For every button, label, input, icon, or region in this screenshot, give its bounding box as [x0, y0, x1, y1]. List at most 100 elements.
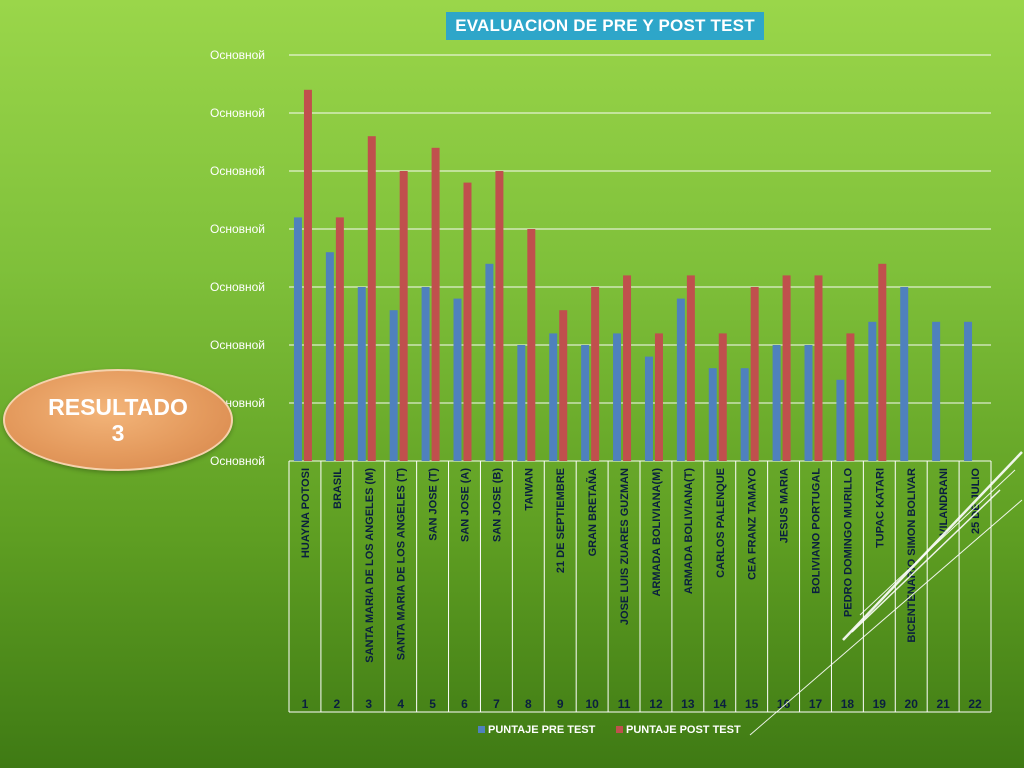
bar-pre-test [581, 345, 590, 461]
result-badge-line2: 3 [111, 420, 125, 446]
category-number: 9 [557, 697, 564, 711]
bar-pre-test [453, 298, 462, 461]
bar-pre-test [549, 333, 558, 461]
bar-post-test [559, 310, 568, 461]
bar-pre-test [613, 333, 622, 461]
decorative-line [851, 489, 1001, 633]
decorative-line [859, 469, 1016, 616]
bar-post-test [367, 136, 376, 461]
bar-post-test [431, 147, 440, 462]
category-label: ARMADA BOLIVIANA(T) [683, 468, 695, 594]
category-number: 20 [905, 697, 919, 711]
chart-title: EVALUACION DE PRE Y POST TEST [446, 12, 764, 40]
category-number: 3 [365, 697, 372, 711]
bar-pre-test [740, 368, 749, 461]
bar-post-test [591, 287, 600, 461]
bar-pre-test [485, 263, 494, 461]
category-label: BOLIVIANO PORTUGAL [811, 468, 823, 594]
bar-post-test [686, 275, 695, 461]
category-label: SANTA MARIA DE LOS ANGELES (T) [396, 468, 408, 661]
category-label: PEDRO DOMINGO MURILLO [842, 468, 854, 618]
category-number: 2 [334, 697, 341, 711]
category-number: 19 [873, 697, 887, 711]
bar-pre-test [932, 321, 941, 461]
category-label: JOSE LUIS ZUARES GUZMAN [619, 468, 631, 625]
legend-label-pre: PUNTAJE PRE TEST [488, 724, 596, 736]
category-number: 22 [968, 697, 982, 711]
legend-swatch-pre [478, 726, 485, 733]
bar-pre-test [900, 287, 909, 461]
bar-pre-test [836, 379, 845, 461]
bar-pre-test [357, 287, 366, 461]
bar-pre-test [708, 368, 717, 461]
bar-post-test [750, 287, 759, 461]
category-number: 12 [649, 697, 663, 711]
bar-pre-test [772, 345, 781, 461]
category-number: 8 [525, 697, 532, 711]
category-number: 1 [302, 697, 309, 711]
category-number: 16 [777, 697, 791, 711]
bar-pre-test [293, 217, 302, 461]
category-number: 10 [585, 697, 599, 711]
bar-pre-test [325, 252, 334, 461]
bar-pre-test [804, 345, 813, 461]
category-label: HUAYNA POTOSI [300, 468, 312, 558]
y-tick-label: Основной [210, 106, 265, 120]
bar-pre-test [676, 298, 685, 461]
legend-label-post: PUNTAJE POST TEST [626, 724, 741, 736]
bar-pre-test [389, 310, 398, 461]
y-tick-label: Основной [210, 164, 265, 178]
category-label: TAIWAN [523, 468, 535, 511]
category-number: 4 [397, 697, 404, 711]
category-label: SAN JOSE (B) [491, 468, 503, 542]
bar-pre-test [517, 345, 526, 461]
bar-post-test [718, 333, 727, 461]
category-number: 7 [493, 697, 500, 711]
y-tick-label: Основной [210, 454, 265, 468]
bar-post-test [463, 182, 472, 461]
legend-swatch-post [616, 726, 623, 733]
bar-post-test [878, 263, 887, 461]
category-label: SAN JOSE (T) [428, 468, 440, 541]
category-label: 21 DE SEPTIEMBRE [555, 468, 567, 573]
bar-pre-test [421, 287, 430, 461]
bar-pre-test [964, 321, 973, 461]
category-label: VILANDRANI [938, 468, 950, 536]
bar-post-test [623, 275, 632, 461]
category-number: 21 [936, 697, 950, 711]
category-number: 14 [713, 697, 727, 711]
category-label: CEA FRANZ TAMAYO [747, 468, 759, 580]
y-tick-label: Основной [210, 222, 265, 236]
category-label: ARMADA BOLIVIANA(M) [651, 468, 663, 597]
category-number: 13 [681, 697, 695, 711]
category-label: BICENTENARIO SIMON BOLIVAR [906, 468, 918, 643]
bar-post-test [527, 229, 536, 461]
bar-post-test [303, 89, 312, 462]
bar-post-test [814, 275, 823, 461]
y-tick-label: Основной [210, 280, 265, 294]
category-number: 6 [461, 697, 468, 711]
decorative-line [749, 499, 1023, 736]
category-number: 17 [809, 697, 823, 711]
bar-post-test [654, 333, 663, 461]
bar-post-test [846, 333, 855, 461]
category-number: 18 [841, 697, 855, 711]
category-label: SAN JOSE (A) [460, 468, 472, 542]
bar-pre-test [644, 356, 653, 461]
result-badge: RESULTADO 3 [3, 369, 233, 471]
category-label: GRAN BRETAÑA [586, 468, 599, 556]
decorative-line [842, 451, 1023, 641]
bar-post-test [399, 171, 408, 461]
y-tick-label: Основной [210, 48, 265, 62]
y-tick-label: Основной [210, 338, 265, 352]
result-badge-line1: RESULTADO [48, 394, 188, 420]
bar-post-test [495, 171, 504, 461]
category-label: TUPAC KATARI [874, 468, 886, 548]
category-number: 11 [618, 697, 631, 711]
bar-pre-test [868, 321, 877, 461]
category-number: 5 [429, 697, 436, 711]
category-label: BRASIL [332, 468, 344, 509]
category-label: JESUS MARIA [779, 468, 791, 543]
